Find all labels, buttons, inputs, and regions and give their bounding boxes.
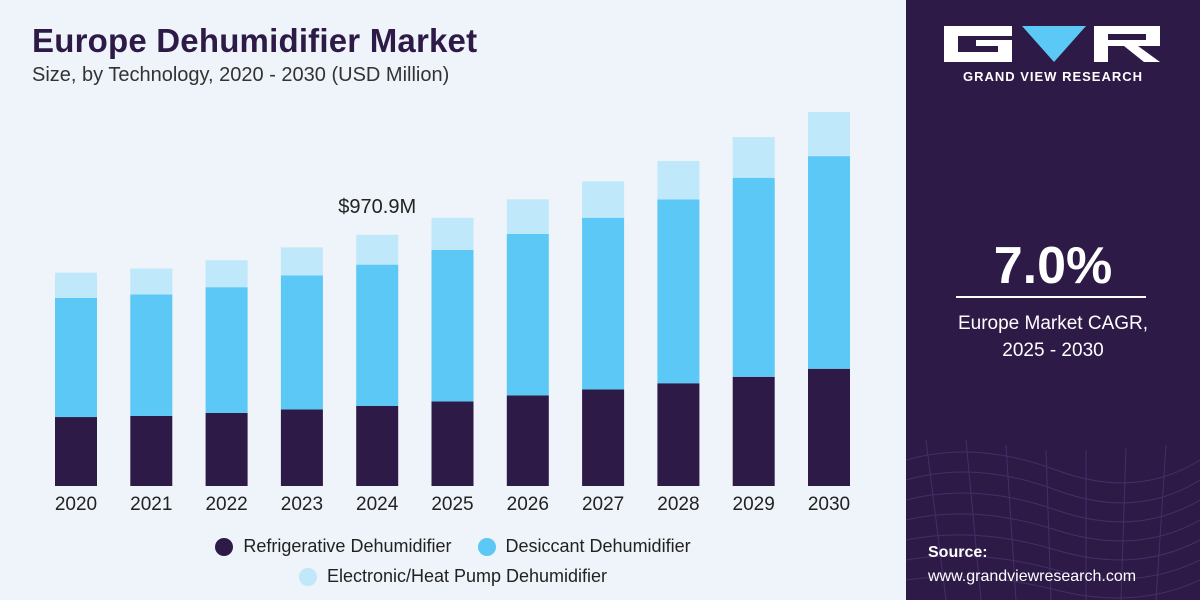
- x-tick-label: 2025: [431, 494, 473, 515]
- x-tick-label: 2023: [281, 494, 323, 515]
- value-annotation: $970.9M: [338, 196, 416, 218]
- bar-segment-2022-3: [205, 260, 248, 288]
- bar-segment-2025-1: [431, 401, 474, 486]
- legend-swatch: [477, 537, 496, 556]
- bar-segment-2030-1: [808, 368, 850, 486]
- bar-segment-2023-2: [280, 275, 323, 410]
- bar-segment-2022-1: [205, 412, 248, 486]
- bar-segment-2028-2: [657, 199, 700, 384]
- cagr-label: Europe Market CAGR, 2025 - 2030: [906, 310, 1200, 364]
- chart-title: Europe Dehumidifier Market: [32, 22, 478, 59]
- bar-segment-2027-3: [582, 181, 625, 218]
- x-tick-label: 2028: [657, 494, 699, 515]
- bar-segment-2028-1: [657, 383, 700, 486]
- legend-item: Desiccant Dehumidifier: [477, 536, 691, 557]
- bar-segment-2029-2: [732, 177, 775, 377]
- bar-segment-2020-3: [55, 272, 97, 298]
- bar-segment-2026-3: [506, 199, 549, 234]
- source-label: Source:: [928, 544, 988, 561]
- brand-name: GRAND VIEW RESEARCH: [962, 69, 1144, 84]
- wave-mesh-decoration: [906, 439, 1200, 600]
- stacked-bar-chart: 2020 2021 2022 2023 2024 2025 2026 2027 2028 2029…: [55, 112, 850, 515]
- bar-segment-2023-3: [280, 247, 323, 276]
- bar-segment-2029-1: [732, 376, 775, 486]
- legend-label: Electronic/Heat Pump Dehumidifier: [326, 566, 608, 586]
- cagr-value: 7.0%: [993, 237, 1113, 295]
- bar-segment-2029-3: [732, 137, 775, 178]
- divider: [956, 296, 1146, 298]
- bar-segment-2024-2: [356, 264, 399, 407]
- legend-swatch: [215, 537, 234, 556]
- x-tick-label: 2020: [55, 494, 97, 515]
- bar-segment-2026-1: [506, 395, 549, 486]
- summary-panel: GRAND VIEW RESEARCH 7.0% Europe Market C…: [906, 0, 1200, 600]
- cagr-label-line2: 2025 - 2030: [1002, 340, 1104, 361]
- legend-label: Desiccant Dehumidifier: [505, 536, 691, 556]
- legend-label: Refrigerative Dehumidifier: [243, 536, 452, 556]
- x-tick-label: 2027: [582, 494, 624, 515]
- bar-segment-2020-2: [55, 297, 97, 418]
- source-url[interactable]: www.grandviewresearch.com: [928, 568, 1137, 585]
- x-tick-label: 2030: [808, 494, 850, 515]
- gvr-logo: [944, 26, 1160, 62]
- legend-swatch: [298, 567, 317, 586]
- bar-segment-2025-2: [431, 249, 474, 402]
- bar-segment-2030-3: [808, 112, 850, 157]
- legend-item: Refrigerative Dehumidifier: [215, 536, 452, 557]
- x-tick-label: 2029: [733, 494, 775, 515]
- legend-item: Electronic/Heat Pump Dehumidifier: [298, 566, 608, 587]
- x-tick-label: 2024: [356, 494, 399, 515]
- bar-segment-2021-3: [130, 268, 173, 295]
- bar-segment-2021-1: [130, 415, 173, 486]
- chart-panel: Europe Dehumidifier Market Size, by Tech…: [0, 0, 906, 600]
- chart-subtitle: Size, by Technology, 2020 - 2030 (USD Mi…: [32, 64, 450, 86]
- bar-segment-2030-2: [808, 156, 850, 369]
- bar-segment-2024-3: [356, 234, 399, 265]
- x-tick-label: 2021: [130, 494, 172, 515]
- bar-segment-2027-1: [582, 389, 625, 486]
- bar-segment-2024-1: [356, 406, 399, 486]
- legend-row-1: Refrigerative Dehumidifier Desiccant Dehu…: [0, 536, 906, 557]
- cagr-label-line1: Europe Market CAGR,: [957, 313, 1149, 334]
- bar-segment-2026-2: [506, 233, 549, 396]
- bar-segment-2020-1: [55, 417, 97, 486]
- bar-segment-2022-2: [205, 287, 248, 413]
- bar-segment-2021-2: [130, 294, 173, 416]
- bar-segment-2023-1: [280, 409, 323, 486]
- bar-segment-2028-3: [657, 160, 700, 200]
- bar-segment-2027-2: [582, 217, 625, 390]
- x-tick-label: 2022: [205, 494, 247, 515]
- legend-row-2: Electronic/Heat Pump Dehumidifier: [0, 566, 906, 587]
- bar-segment-2025-3: [431, 217, 474, 250]
- x-tick-label: 2026: [507, 494, 549, 515]
